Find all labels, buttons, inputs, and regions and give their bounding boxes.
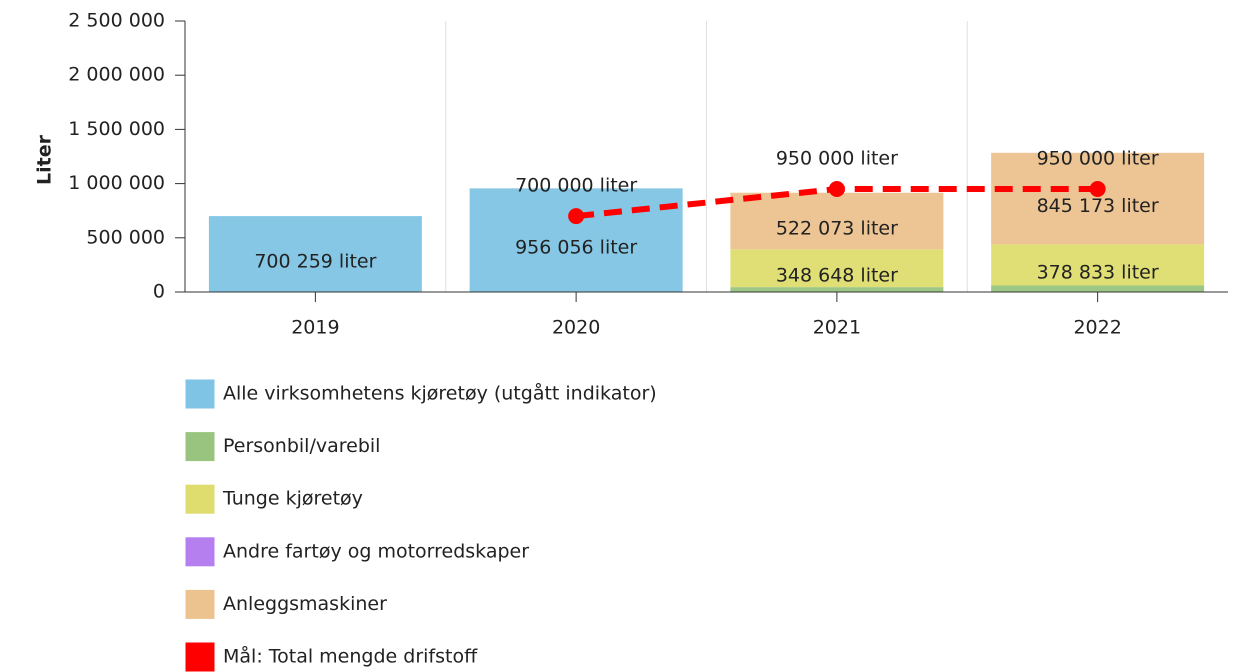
y-tick-label: 1 500 000 bbox=[68, 118, 165, 140]
legend-swatch bbox=[185, 642, 215, 672]
data-label: 845 173 liter bbox=[1037, 195, 1159, 217]
legend-swatch bbox=[185, 432, 215, 462]
x-tick-label: 2020 bbox=[552, 317, 600, 339]
bar-segment bbox=[469, 188, 683, 292]
data-label: 700 000 liter bbox=[515, 175, 637, 197]
x-tick-label: 2019 bbox=[291, 317, 339, 339]
target-point bbox=[1089, 181, 1106, 198]
bar-segment bbox=[730, 249, 944, 288]
data-label: 348 648 liter bbox=[776, 265, 898, 287]
legend-label: Alle virksomhetens kjøretøy (utgått indi… bbox=[223, 382, 657, 405]
target-point bbox=[828, 181, 845, 198]
y-axis-title: Liter bbox=[34, 134, 56, 185]
target-point bbox=[568, 208, 585, 225]
data-label: 950 000 liter bbox=[1037, 148, 1159, 170]
bar-segment bbox=[991, 244, 1205, 286]
legend-label: Personbil/varebil bbox=[223, 435, 380, 457]
bar-segment bbox=[991, 152, 1205, 245]
legend-swatch bbox=[185, 484, 215, 514]
y-tick-label: 2 000 000 bbox=[68, 64, 165, 86]
x-tick-label: 2022 bbox=[1073, 317, 1121, 339]
legend-label: Andre fartøy og motorredskaper bbox=[223, 540, 529, 562]
y-tick-label: 1 000 000 bbox=[68, 172, 165, 194]
bar-segment bbox=[730, 287, 944, 292]
legend-label: Anleggsmaskiner bbox=[223, 593, 387, 615]
y-tick-label: 2 500 000 bbox=[68, 10, 165, 32]
bar-segment bbox=[208, 216, 422, 292]
bar-segment bbox=[730, 192, 944, 250]
y-tick-label: 500 000 bbox=[86, 226, 165, 248]
data-label: 700 259 liter bbox=[254, 251, 376, 273]
y-tick-label: 0 bbox=[153, 281, 165, 303]
legend-label: Tunge kjøretøy bbox=[222, 488, 363, 510]
data-label: 956 056 liter bbox=[515, 237, 637, 259]
data-label: 522 073 liter bbox=[776, 218, 898, 240]
legend-swatch bbox=[185, 537, 215, 567]
x-tick-label: 2021 bbox=[813, 317, 861, 339]
legend-swatch bbox=[185, 589, 215, 619]
data-label: 378 833 liter bbox=[1037, 261, 1159, 283]
data-label: 950 000 liter bbox=[776, 148, 898, 170]
legend-swatch bbox=[185, 379, 215, 409]
legend-label: Mål: Total mengde drifstoff bbox=[223, 645, 478, 668]
bar-segment bbox=[991, 285, 1205, 292]
